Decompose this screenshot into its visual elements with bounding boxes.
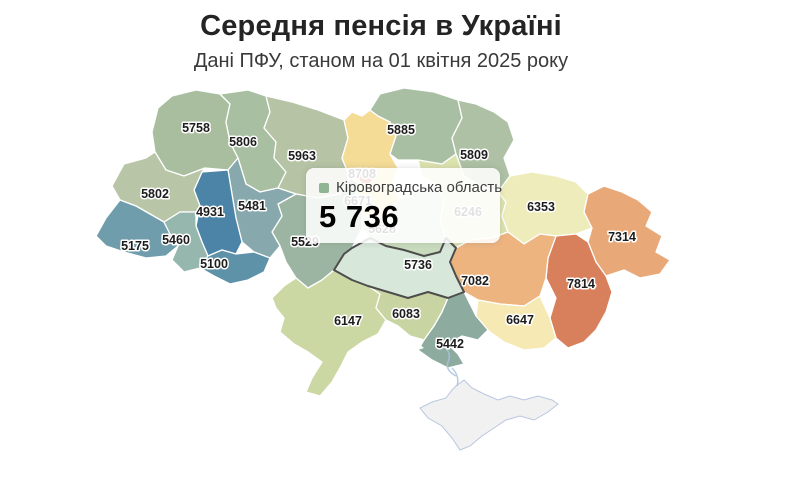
region-luhansk[interactable]: [583, 185, 671, 279]
region-kharkiv[interactable]: [497, 171, 593, 245]
region-volyn[interactable]: [151, 89, 239, 177]
header: Середня пенсія в Україні Дані ПФУ, стано…: [0, 10, 762, 73]
buh-estuary-inlet: [402, 330, 424, 352]
region-chernivtsi[interactable]: [199, 249, 271, 285]
region-crimea-no-data[interactable]: [419, 379, 559, 451]
map-tooltip: Кіровоградська область 5 736: [306, 168, 503, 243]
page-subtitle: Дані ПФУ, станом на 01 квітня 2025 року: [193, 50, 569, 72]
tooltip-value: 5 736: [319, 199, 400, 234]
tooltip-header-row: Кіровоградська область: [319, 179, 503, 196]
page-title: Середня пенсія в Україні: [200, 10, 562, 42]
region-donetsk[interactable]: [545, 233, 613, 349]
tooltip-region-name: Кіровоградська область: [336, 179, 503, 196]
tooltip-series-marker-icon: [319, 182, 329, 193]
region-odesa[interactable]: [271, 269, 387, 397]
region-kherson[interactable]: [417, 291, 489, 369]
dnieper-delta-river: [443, 345, 457, 377]
crimea-isthmus-channel: [451, 367, 459, 387]
